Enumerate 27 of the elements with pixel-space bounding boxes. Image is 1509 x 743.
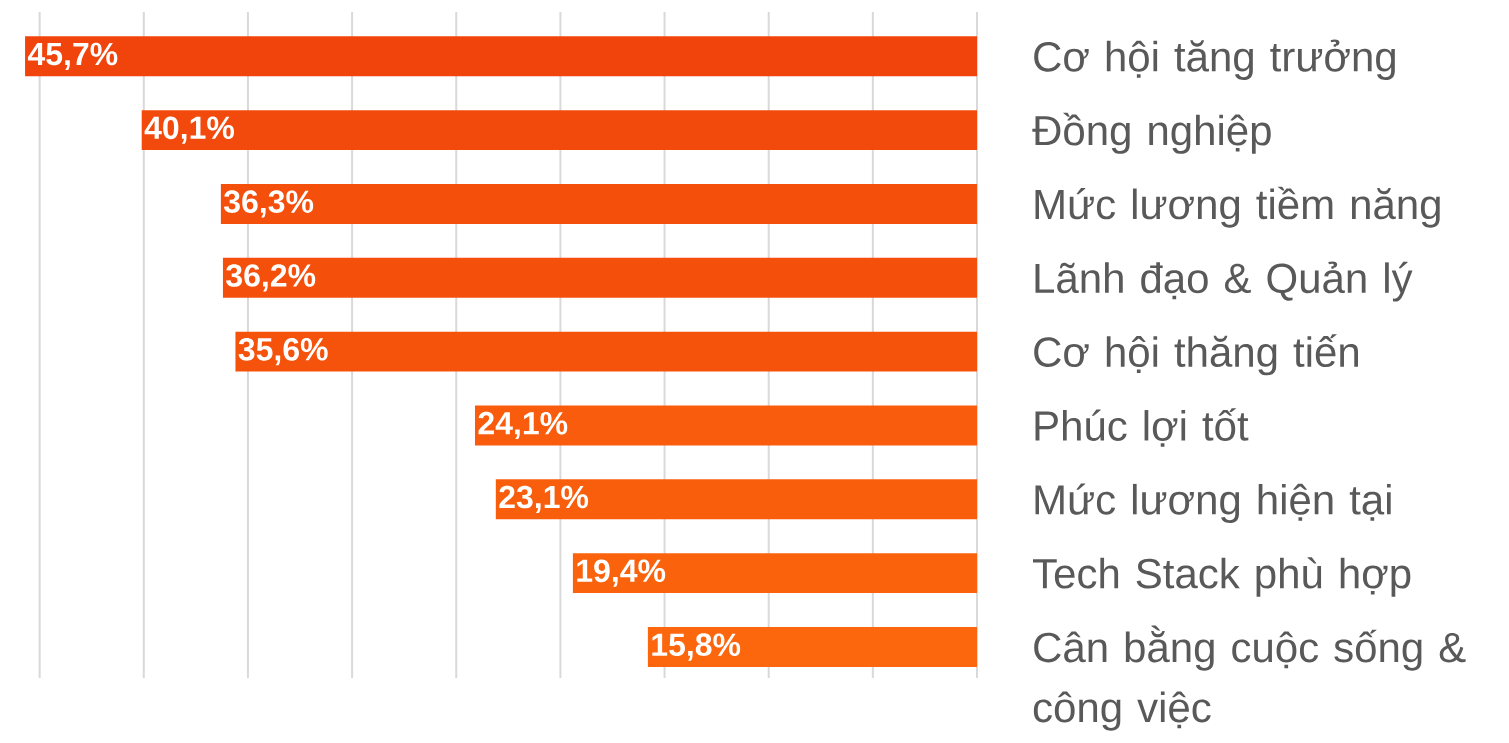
data-label: 45,7% — [27, 42, 118, 70]
y-tick-label: Tech Stack phù hợp — [1033, 557, 1411, 597]
bar — [474, 405, 977, 446]
data-label: 24,1% — [478, 411, 568, 440]
bar — [25, 36, 977, 77]
y-tick-label: Mức lương tiềm năng — [1035, 186, 1440, 228]
bar — [495, 479, 977, 520]
y-tick-label: Đồng nghiệp — [1032, 112, 1271, 154]
y-tick-label: Cân bằng cuộc sống & công việc — [1033, 625, 1466, 731]
data-label: 36,3% — [223, 190, 314, 218]
y-tick-label: Lãnh đạo & Quản lý — [1035, 261, 1413, 302]
data-label: 40,1% — [144, 116, 234, 144]
bar — [572, 553, 977, 594]
bar — [222, 257, 977, 298]
bar — [235, 331, 977, 372]
bar — [141, 110, 977, 151]
bar — [647, 627, 977, 667]
data-label: 19,4% — [577, 559, 666, 587]
y-tick-label: Cơ hội tăng trưởng — [1034, 39, 1395, 81]
bar — [220, 184, 977, 224]
data-label: 36,2% — [226, 264, 316, 292]
y-tick-label: Phúc lợi tốt — [1035, 408, 1249, 447]
data-label: 15,8% — [652, 633, 741, 661]
y-tick-label: Mức lương hiện tại — [1035, 483, 1391, 524]
data-label: 35,6% — [238, 338, 328, 366]
data-label: 23,1% — [499, 485, 589, 513]
y-tick-label: Cơ hội thăng tiến — [1034, 334, 1358, 376]
